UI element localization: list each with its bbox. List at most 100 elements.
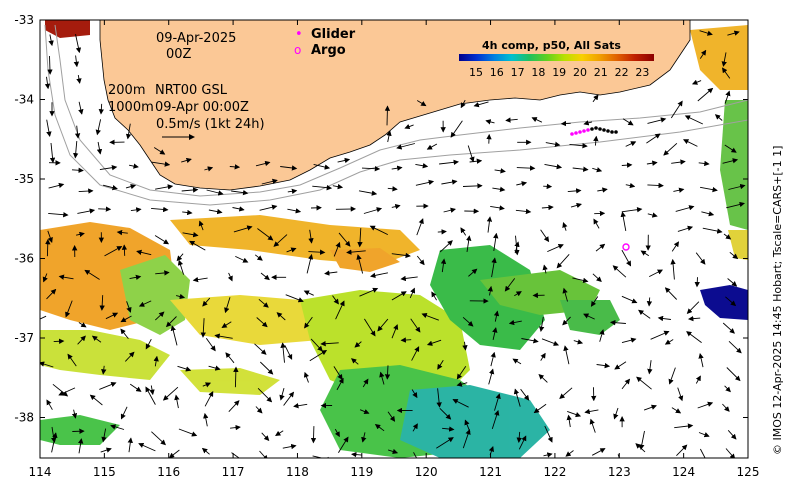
- current-arrow: [98, 103, 105, 115]
- current-arrow: [120, 406, 128, 420]
- current-arrow: [721, 52, 727, 67]
- current-arrow: [151, 431, 166, 446]
- y-tick-label: -36: [14, 252, 34, 266]
- current-arrow: [206, 189, 224, 196]
- current-arrow: [635, 443, 646, 453]
- current-arrow: [332, 295, 339, 305]
- current-arrow: [151, 206, 169, 213]
- current-arrow: [168, 449, 180, 458]
- x-tick-label: 125: [737, 465, 760, 479]
- current-arrow: [205, 337, 216, 352]
- current-arrow: [540, 352, 546, 361]
- current-arrow: [153, 355, 159, 367]
- current-arrow: [84, 269, 100, 280]
- x-tick-label: 123: [608, 465, 631, 479]
- current-arrow: [231, 189, 249, 196]
- glider-track-point: [602, 128, 606, 132]
- x-tick-label: 114: [29, 465, 52, 479]
- current-arrow: [356, 254, 364, 274]
- current-arrow: [89, 394, 103, 406]
- current-arrow: [468, 268, 478, 277]
- current-arrow: [384, 105, 391, 126]
- current-arrow: [120, 315, 132, 323]
- current-arrow: [208, 365, 221, 371]
- current-arrow: [259, 204, 278, 211]
- current-arrow: [351, 451, 362, 458]
- current-arrow: [473, 101, 489, 108]
- current-arrow: [310, 426, 317, 444]
- current-arrow: [729, 251, 739, 260]
- current-arrow: [351, 358, 359, 365]
- current-arrow: [308, 229, 314, 244]
- current-arrow: [182, 209, 193, 216]
- sst-patch-se-green: [560, 300, 620, 335]
- current-arrow: [722, 158, 739, 164]
- current-arrow: [208, 208, 223, 215]
- current-arrow: [304, 316, 313, 329]
- current-arrow: [151, 161, 171, 167]
- credit-text: © IMOS 12-Apr-2025 14:45 Hobart; Tscale=…: [771, 146, 784, 455]
- current-arrow: [699, 30, 713, 36]
- current-arrow: [462, 183, 483, 189]
- current-arrow: [105, 312, 119, 320]
- current-arrow: [646, 133, 661, 144]
- current-arrow: [614, 361, 627, 370]
- current-arrow: [145, 386, 156, 405]
- current-arrow: [175, 293, 186, 300]
- current-arrow: [338, 436, 349, 453]
- current-arrow: [563, 345, 570, 365]
- current-arrow: [620, 211, 627, 231]
- current-arrow: [259, 361, 274, 375]
- current-arrow: [312, 184, 333, 191]
- current-arrow: [491, 409, 500, 430]
- current-arrow: [76, 231, 85, 238]
- current-arrow: [590, 296, 599, 307]
- current-arrow: [201, 447, 210, 455]
- current-arrow: [513, 388, 521, 407]
- current-arrow: [671, 407, 682, 414]
- current-arrow: [306, 253, 314, 274]
- argo-legend-label: Argo: [311, 43, 346, 58]
- current-arrow: [416, 218, 424, 236]
- current-arrow: [639, 430, 645, 450]
- current-arrow: [516, 431, 522, 443]
- current-arrow: [684, 115, 703, 125]
- current-arrow: [279, 387, 285, 401]
- current-arrow: [723, 233, 732, 240]
- glider-track-point: [614, 130, 618, 134]
- current-arrow: [647, 360, 653, 375]
- current-arrow: [697, 87, 714, 102]
- current-arrow: [462, 429, 471, 449]
- current-arrow: [303, 290, 314, 296]
- current-arrow: [95, 119, 102, 136]
- current-arrow: [40, 315, 47, 320]
- current-arrow: [487, 285, 493, 296]
- glider-track-point: [610, 130, 614, 134]
- current-arrow: [404, 124, 414, 130]
- current-arrow: [129, 274, 142, 281]
- current-arrow: [200, 318, 206, 338]
- current-arrow: [364, 318, 376, 337]
- current-arrow: [153, 147, 166, 155]
- colorbar-tick-label: 17: [511, 66, 525, 79]
- current-arrow: [178, 428, 198, 437]
- current-arrow: [51, 432, 58, 453]
- colorbar-tick-label: 18: [531, 66, 545, 79]
- current-arrow: [541, 338, 560, 346]
- current-arrow: [333, 366, 343, 380]
- current-arrow: [426, 339, 442, 346]
- current-arrow: [625, 182, 636, 189]
- current-arrow: [437, 229, 447, 235]
- current-arrow: [286, 247, 297, 253]
- current-arrow: [599, 329, 605, 342]
- current-arrow: [621, 295, 638, 304]
- current-arrow: [46, 288, 57, 300]
- current-arrow: [698, 160, 710, 167]
- current-arrow: [361, 432, 367, 443]
- current-arrow: [74, 125, 81, 139]
- current-arrow: [333, 241, 341, 257]
- current-arrow: [221, 321, 232, 328]
- current-arrow: [492, 327, 498, 340]
- current-arrow: [313, 163, 331, 170]
- current-arrow: [40, 361, 54, 368]
